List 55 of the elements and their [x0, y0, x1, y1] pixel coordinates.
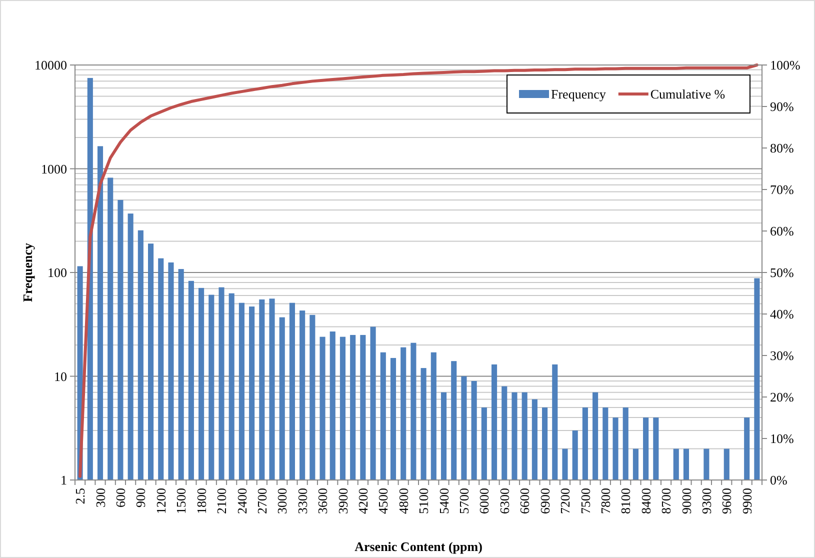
x-tick-label: 4200: [355, 488, 370, 514]
x-tick-label: 2700: [254, 488, 270, 514]
x-tick-label: 9900: [739, 488, 754, 514]
y2-tick-label: 20%: [770, 390, 794, 405]
x-tick-label: 4800: [396, 488, 411, 514]
x-tick-label: 9600: [719, 488, 734, 514]
line-series: [78, 64, 758, 478]
y2-tick-label: 70%: [770, 182, 794, 198]
y2-tick-label: 80%: [770, 140, 794, 156]
y-axis-title: Frequency: [20, 242, 35, 302]
x-tick-label: 7800: [598, 488, 613, 514]
x-tick-label: 5700: [456, 488, 472, 514]
x-tick-label: 6000: [476, 488, 492, 514]
y-tick-label: 10000: [34, 58, 67, 73]
x-tick-label: 3000: [274, 488, 290, 514]
y2-tick-label: 10%: [770, 431, 794, 446]
legend-label: Frequency: [551, 86, 606, 102]
x-tick-label: 3900: [335, 488, 350, 514]
y2-tick-label: 100%: [770, 58, 800, 73]
x-tick-label: 8700: [658, 488, 674, 514]
x-tick-label: 8400: [638, 488, 654, 514]
x-tick-label: 3600: [315, 488, 330, 514]
y2-tick-label: 90%: [770, 99, 794, 114]
x-tick-label: 600: [113, 488, 128, 508]
y2-tick-label: 30%: [770, 348, 794, 364]
y2-tick-label: 60%: [770, 224, 794, 239]
y2-tick-label: 0%: [770, 472, 788, 488]
x-tick-label: 300: [92, 488, 108, 508]
y-tick-label: 1: [60, 472, 67, 488]
x-tick-label: 6600: [517, 488, 532, 514]
x-tick-label: 9300: [698, 488, 714, 514]
x-tick-label: 7200: [558, 488, 573, 514]
y-tick-label: 10: [54, 368, 67, 384]
x-tick-label: 5400: [436, 488, 452, 514]
legend-label: Cumulative %: [650, 86, 726, 102]
x-tick-label: 900: [133, 488, 148, 508]
x-tick-label: 2.5: [72, 488, 88, 504]
x-tick-label: 9000: [678, 488, 694, 514]
x-tick-label: 2100: [214, 488, 230, 514]
x-tick-label: 5100: [416, 488, 432, 514]
x-axis-title: Arsenic Content (ppm): [354, 539, 482, 554]
y2-tick-label: 40%: [770, 306, 794, 322]
x-tick-label: 6300: [496, 488, 512, 514]
x-tick-label: 1800: [194, 488, 209, 514]
x-tick-label: 7500: [578, 488, 593, 514]
x-tick-label: 8100: [618, 488, 634, 514]
y2-tick-label: 50%: [770, 265, 794, 280]
x-tick-label: 1200: [153, 488, 168, 514]
x-tick-label: 6900: [537, 488, 552, 514]
x-tick-label: 4500: [376, 488, 391, 514]
x-tick-label: 2400: [234, 488, 250, 514]
y-tick-label: 1000: [41, 161, 67, 176]
x-tick-label: 1500: [174, 488, 189, 514]
x-tick-label: 3300: [294, 488, 310, 514]
y-tick-label: 100: [48, 265, 67, 280]
